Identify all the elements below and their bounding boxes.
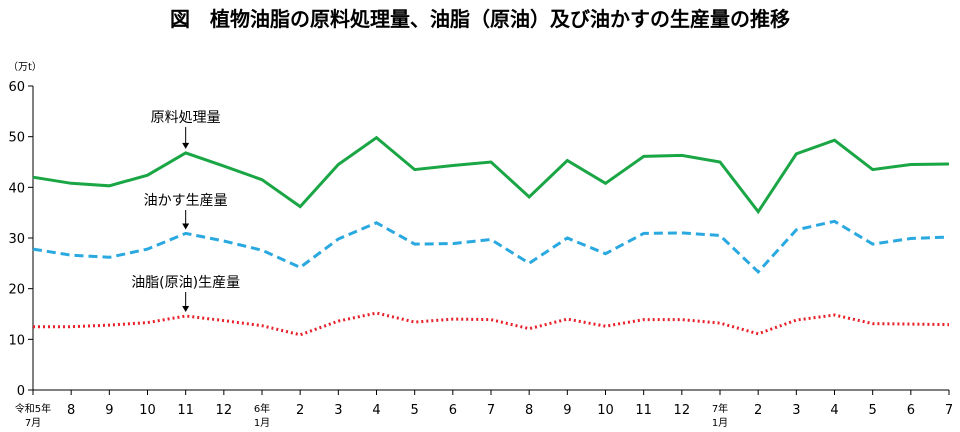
annotation-arrow-head [182, 223, 190, 230]
x-tick-label: 8 [67, 403, 75, 418]
x-tick-label: 11 [635, 403, 652, 418]
y-tick-label: 0 [17, 384, 25, 399]
chart-title: 図 植物油脂の原料処理量、油脂（原油）及び油かすの生産量の推移 [170, 7, 790, 31]
x-tick-label: 1月 [254, 417, 270, 429]
x-tick-label: 12 [674, 403, 691, 418]
axes: 0 10 20 30 40 50 60 令和5年 7月 8 9 10 11 12 6年 1月 2 3 4 5 6 7 8 9 1… [8, 80, 953, 429]
x-tick-label: 11 [177, 403, 194, 418]
x-tick-label: 7月 [25, 417, 41, 429]
x-tick-label: 1月 [712, 417, 728, 429]
series-label-2: 油かす生産量 [144, 193, 228, 209]
x-tick-label: 2 [754, 403, 762, 418]
x-tick-label: 3 [334, 403, 342, 418]
x-tick-label: 6年 [254, 402, 270, 415]
x-tick-label: 8 [525, 403, 533, 418]
y-tick-label: 60 [8, 80, 25, 95]
series-layer [32, 135, 950, 337]
x-tick-label: 10 [597, 403, 614, 418]
y-tick-label: 20 [8, 283, 25, 298]
x-tick-label: 7 [487, 403, 495, 418]
x-tick-label: 9 [105, 403, 113, 418]
y-tick-label: 10 [8, 333, 25, 348]
x-tick-label: 5 [411, 403, 419, 418]
y-tick-label: 40 [8, 181, 25, 196]
x-tick-label: 4 [830, 403, 838, 418]
y-tick-label: 50 [8, 131, 25, 146]
x-tick-label: 10 [139, 403, 156, 418]
series-label-1: 原料処理量 [151, 110, 221, 126]
x-tick-label: 7年 [712, 402, 728, 415]
series-label-3: 油脂(原油)生産量 [131, 275, 240, 291]
x-tick-label: 3 [792, 403, 800, 418]
x-tick-label: 6 [449, 403, 457, 418]
x-tick-label: 令和5年 [15, 402, 51, 415]
x-tick-label: 4 [372, 403, 380, 418]
annotation-arrow-head [182, 142, 190, 149]
x-tick-label: 7 [945, 403, 953, 418]
annotation-arrow-head [182, 306, 190, 313]
x-tick-label: 2 [296, 403, 304, 418]
x-tick-label: 6 [907, 403, 915, 418]
series-line-2 [32, 219, 950, 275]
x-tick-label: 9 [563, 403, 571, 418]
x-tick-label: 5 [869, 403, 877, 418]
x-tick-label: 12 [216, 403, 233, 418]
series-line-3 [33, 311, 950, 337]
y-unit-label: （万t） [8, 61, 42, 73]
y-tick-label: 30 [8, 232, 25, 247]
